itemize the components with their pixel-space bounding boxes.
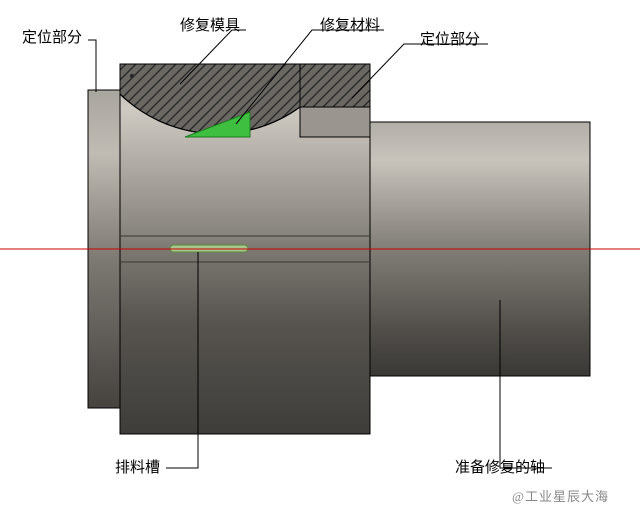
label-pos-right: 定位部分: [420, 28, 480, 49]
label-pos-left: 定位部分: [22, 26, 82, 47]
label-mold: 修复模具: [180, 14, 240, 35]
step-notch: [300, 107, 370, 137]
diagram-canvas: [0, 0, 640, 512]
locator-dot: [130, 74, 134, 78]
label-slot: 排料槽: [115, 456, 160, 477]
label-material: 修复材料: [320, 14, 380, 35]
watermark: @工业星辰大海: [512, 486, 609, 505]
label-shaft: 准备修复的轴: [455, 456, 545, 477]
